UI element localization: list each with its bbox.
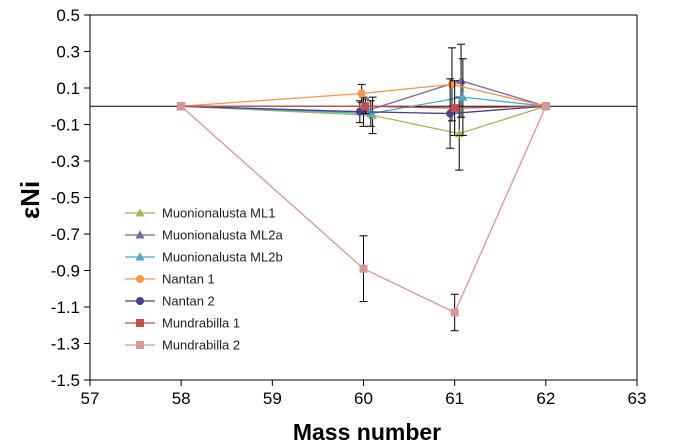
data-point [359,264,368,273]
y-tick-label: -0.9 [51,262,80,281]
legend-label: Muonionalusta ML2a [162,228,283,243]
legend-marker [136,319,144,327]
legend: Muonionalusta ML1 Muonionalusta ML2a Muoni… [125,206,283,353]
data-point [357,89,366,98]
series-line [181,83,546,107]
legend-marker [136,341,144,349]
y-axis-ticks: 0.5 0.3 0.1 -0.1 -0.3 -0.5 -0.7 -0.9 -1.1 -1.3 -1.… [51,6,90,390]
y-tick-label: -1.1 [51,298,80,317]
legend-label: Mundrabilla 1 [162,316,240,331]
y-tick-label: -0.1 [51,116,80,135]
x-tick-label: 60 [354,389,373,408]
series-line [181,105,547,135]
series [177,102,550,332]
y-tick-label: -1.3 [51,335,80,354]
x-tick-label: 58 [172,389,191,408]
legend-marker [135,230,145,239]
legend-marker [136,297,144,305]
legend-label: Mundrabilla 2 [162,338,240,353]
y-tick-label: 0.1 [56,79,80,98]
x-tick-label: 57 [81,389,100,408]
legend-label: Nantan 2 [162,294,215,309]
data-point [361,102,370,111]
y-tick-label: -0.7 [51,225,80,244]
plot-area [89,14,638,381]
x-tick-label: 62 [536,389,555,408]
legend-label: Muonionalusta ML1 [162,206,275,221]
y-tick-label: 0.5 [56,6,80,25]
legend-label: Muonionalusta ML2b [162,250,283,265]
y-tick-label: -0.5 [51,189,80,208]
data-point [366,108,376,117]
series-line [181,105,546,109]
y-tick-label: -0.3 [51,152,80,171]
series-line [181,96,546,115]
legend-marker [135,252,145,261]
y-axis-title: εNi [15,181,45,219]
series-line [181,105,546,115]
series-line [180,105,547,314]
y-tick-label: 0.3 [56,43,80,62]
legend-marker [135,208,145,217]
x-axis-ticks: 57 58 59 60 61 62 63 [81,380,647,408]
x-tick-label: 61 [445,389,464,408]
x-tick-label: 63 [628,389,647,408]
data-point [450,104,459,113]
series-layer [176,43,551,332]
legend-label: Nantan 1 [162,272,215,287]
data-point [450,308,459,317]
data-point [458,92,468,101]
data-point [541,102,550,111]
data-point [177,102,186,111]
legend-marker [136,275,144,283]
x-axis-title: Mass number [293,419,441,445]
x-tick-label: 59 [263,389,282,408]
y-tick-label: -1.5 [51,371,80,390]
